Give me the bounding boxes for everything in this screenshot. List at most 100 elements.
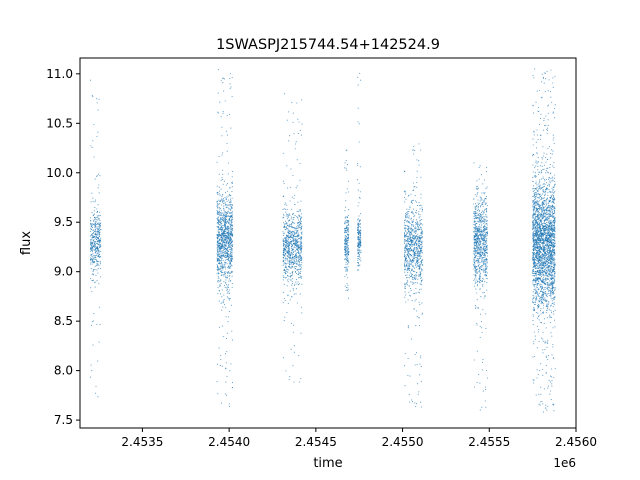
data-point — [301, 99, 303, 101]
data-point — [414, 256, 416, 258]
data-point — [411, 236, 413, 238]
data-point — [230, 209, 232, 211]
data-point — [419, 243, 422, 245]
data-point — [221, 242, 223, 244]
data-point — [477, 251, 479, 253]
data-point — [225, 252, 227, 255]
data-point — [228, 272, 230, 274]
data-point — [231, 186, 233, 188]
data-point — [218, 347, 220, 349]
data-point — [294, 227, 296, 229]
data-point — [478, 224, 481, 226]
data-point — [293, 216, 295, 218]
data-point — [347, 242, 349, 244]
data-point — [484, 256, 486, 258]
data-point — [412, 283, 414, 285]
data-point — [480, 251, 482, 253]
data-point — [406, 208, 408, 210]
data-point — [412, 266, 414, 268]
data-point — [476, 180, 478, 182]
data-point — [223, 299, 225, 301]
data-point — [479, 244, 481, 246]
data-point — [287, 269, 290, 271]
data-point — [218, 238, 220, 240]
data-point — [473, 243, 475, 245]
data-point — [532, 294, 534, 296]
data-point — [230, 200, 232, 202]
data-point — [474, 282, 476, 285]
data-point — [407, 213, 409, 215]
data-point — [296, 211, 298, 213]
data-point — [295, 266, 297, 268]
data-point — [415, 221, 417, 224]
data-point — [286, 252, 289, 254]
data-point — [358, 141, 360, 143]
data-point — [97, 215, 99, 217]
data-point — [419, 219, 421, 221]
data-point — [229, 298, 231, 300]
data-point — [420, 288, 422, 290]
data-point — [534, 338, 536, 340]
data-point — [98, 232, 100, 234]
data-point — [346, 239, 348, 242]
data-point — [475, 203, 477, 205]
data-point — [414, 186, 416, 188]
data-point — [228, 265, 230, 267]
data-point — [220, 242, 222, 244]
data-point — [226, 236, 228, 238]
data-point — [484, 388, 487, 390]
data-point — [287, 302, 289, 304]
data-point — [216, 273, 218, 275]
data-point — [299, 216, 301, 218]
data-point — [300, 220, 302, 222]
data-point — [476, 236, 478, 238]
data-point — [94, 207, 96, 209]
data-point — [292, 273, 294, 275]
data-point — [299, 179, 301, 181]
data-point — [484, 259, 486, 261]
data-point — [543, 221, 545, 223]
data-point — [417, 243, 420, 245]
data-point — [416, 244, 418, 246]
data-point — [223, 200, 225, 203]
data-point — [406, 212, 408, 214]
data-point — [225, 239, 227, 241]
data-point — [346, 240, 348, 242]
data-point — [293, 240, 295, 242]
data-point — [216, 202, 218, 204]
data-point — [228, 248, 230, 250]
data-point — [481, 361, 484, 364]
data-point — [222, 217, 224, 219]
data-point — [476, 249, 478, 251]
data-point — [218, 186, 220, 188]
data-point — [481, 266, 483, 268]
data-point — [485, 214, 487, 216]
data-point — [92, 140, 94, 142]
data-point — [481, 199, 483, 201]
data-point — [300, 237, 302, 239]
data-point — [538, 329, 540, 331]
data-point — [223, 264, 225, 266]
data-point — [300, 232, 302, 234]
data-point — [486, 275, 488, 277]
data-point — [97, 239, 99, 241]
data-point — [300, 249, 302, 251]
data-point — [344, 210, 346, 212]
data-point — [412, 212, 414, 214]
data-point — [283, 269, 285, 271]
data-point — [97, 242, 99, 244]
data-point — [93, 239, 95, 241]
data-point — [291, 266, 293, 268]
data-point — [482, 238, 484, 240]
data-point — [285, 246, 287, 248]
data-point — [416, 316, 418, 318]
data-point — [414, 235, 417, 237]
data-point — [410, 242, 412, 244]
data-point — [91, 239, 93, 241]
data-point — [409, 250, 411, 253]
data-point — [282, 241, 284, 243]
data-point — [415, 352, 418, 354]
data-point — [288, 256, 290, 258]
data-point — [219, 290, 221, 292]
data-point — [289, 230, 291, 232]
